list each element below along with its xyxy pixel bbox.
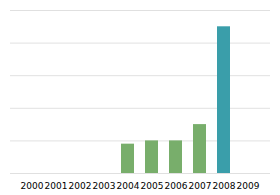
svg-text:2004: 2004 xyxy=(117,181,140,191)
svg-text:2001: 2001 xyxy=(45,181,68,191)
svg-text:2005: 2005 xyxy=(141,181,164,191)
svg-text:2006: 2006 xyxy=(165,181,188,191)
svg-text:2000: 2000 xyxy=(21,181,44,191)
svg-text:2002: 2002 xyxy=(69,181,92,191)
svg-text:2007: 2007 xyxy=(189,181,212,191)
svg-text:2008: 2008 xyxy=(213,181,236,191)
svg-text:2003: 2003 xyxy=(93,181,116,191)
svg-text:2009: 2009 xyxy=(237,181,260,191)
